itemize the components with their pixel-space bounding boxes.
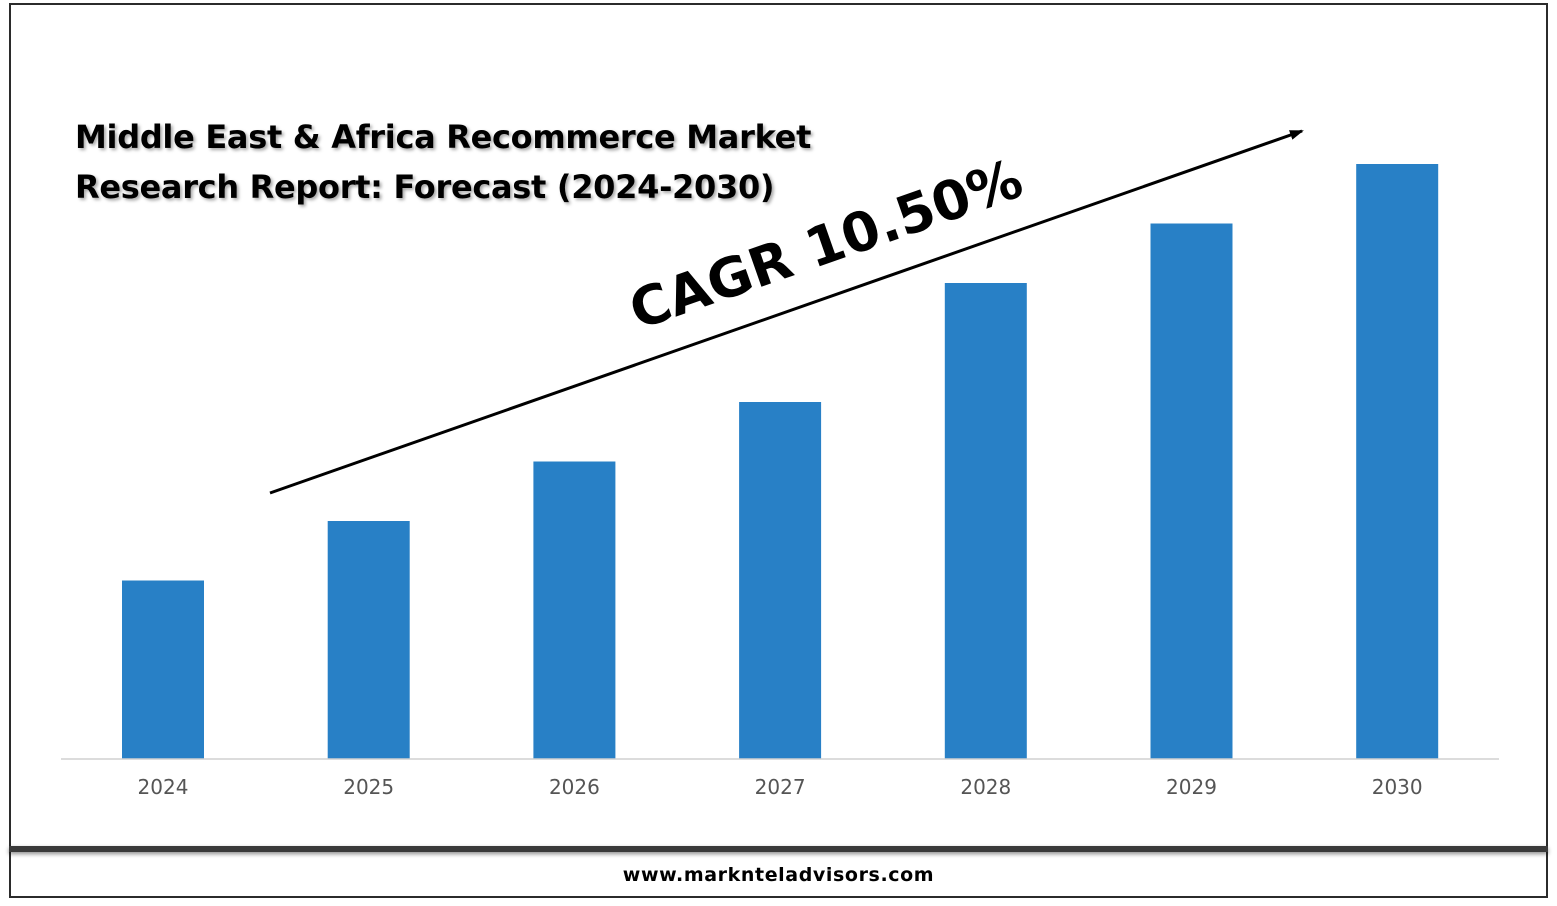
footer-url: www.marknteladvisors.com <box>622 864 935 886</box>
x-tick-label-2025: 2025 <box>343 775 394 799</box>
x-tick-label-2028: 2028 <box>960 775 1011 799</box>
x-tick-label-2024: 2024 <box>138 775 189 799</box>
bar-2028 <box>944 283 1027 759</box>
bar-2024 <box>122 580 204 759</box>
x-tick-label-2030: 2030 <box>1372 775 1423 799</box>
x-axis-ticks: 2024 2025 2026 2027 2028 2029 2030 <box>138 775 1423 799</box>
bar-2026 <box>533 461 616 759</box>
chart-title-line-1: Middle East & Africa Recommerce Market <box>75 118 812 156</box>
bar-2027 <box>739 402 822 759</box>
trend-arrow <box>269 129 1304 495</box>
footer-divider <box>9 846 1548 852</box>
chart-title: Middle East & Africa Recommerce Market R… <box>75 112 835 212</box>
bar-2029 <box>1150 223 1233 759</box>
bar-2030 <box>1356 164 1439 759</box>
bar-2025 <box>327 521 410 759</box>
chart-title-line-2: Research Report: Forecast (2024-2030) <box>75 168 775 206</box>
bar-series <box>122 164 1439 759</box>
x-tick-label-2027: 2027 <box>755 775 806 799</box>
x-tick-label-2026: 2026 <box>549 775 600 799</box>
x-tick-label-2029: 2029 <box>1166 775 1217 799</box>
